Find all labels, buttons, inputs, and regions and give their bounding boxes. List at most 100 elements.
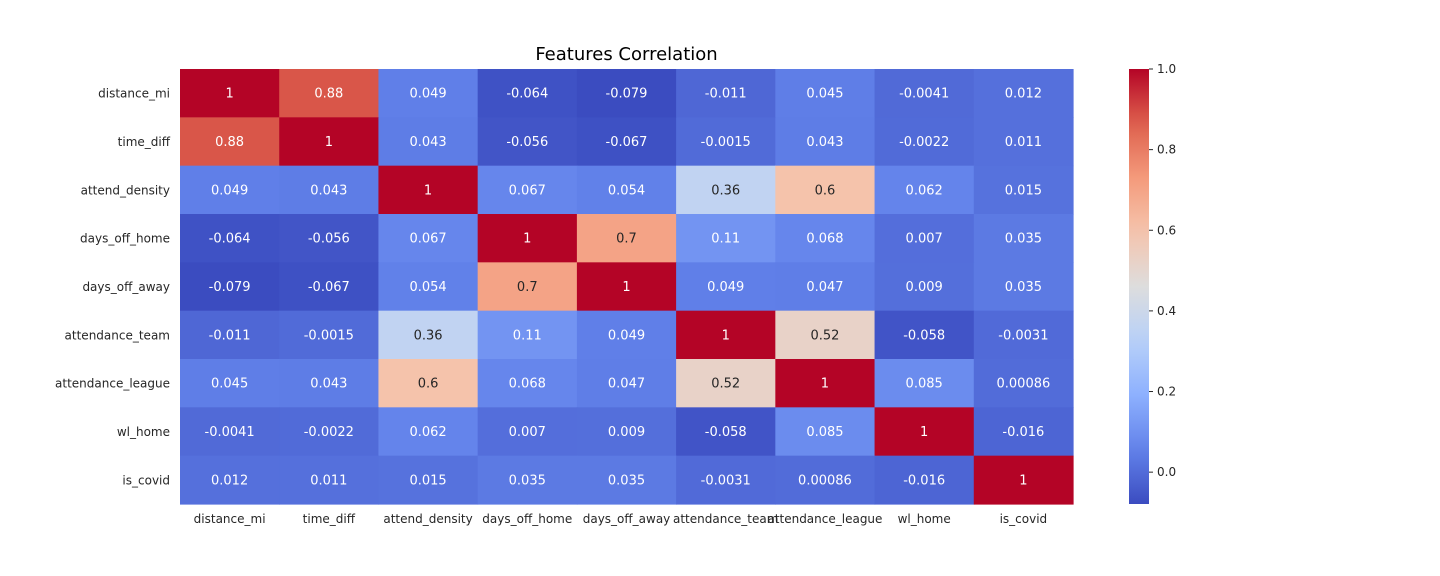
heatmap-cell xyxy=(378,69,479,118)
cell-value-label: 0.045 xyxy=(806,87,843,102)
x-tick-label: is_covid xyxy=(1000,512,1048,526)
heatmap-cell xyxy=(180,262,280,312)
heatmap-cell xyxy=(279,359,380,408)
cell-value-label: -0.0015 xyxy=(701,135,751,150)
heatmap-cell xyxy=(973,407,1074,457)
heatmap-cell xyxy=(973,165,1074,215)
heatmap-cell xyxy=(973,117,1074,167)
cell-value-label: 0.067 xyxy=(509,183,546,198)
cell-value-label: -0.0031 xyxy=(998,328,1048,343)
x-tick-label: attendance_league xyxy=(767,512,882,526)
heatmap-cells: 1 0.88 0.049 -0.064 -0.079 -0.011 0.045 -0.0041… xyxy=(180,69,1074,505)
cell-value-label: 1 xyxy=(821,377,829,392)
cell-value-label: 0.011 xyxy=(310,473,347,488)
cell-value-label: 0.049 xyxy=(707,280,744,295)
cell-value-label: 0.52 xyxy=(711,377,740,392)
cell-value-label: 0.035 xyxy=(1005,232,1042,247)
x-tick-label: attendance_team xyxy=(673,512,778,526)
heatmap-cell xyxy=(180,69,280,118)
x-tick-label: attend_density xyxy=(383,512,472,526)
y-tick-label: wl_home xyxy=(117,425,170,439)
cell-value-label: -0.056 xyxy=(506,135,548,150)
heatmap-cell xyxy=(477,407,578,457)
cell-value-label: 1 xyxy=(722,328,730,343)
heatmap-cell xyxy=(378,214,479,263)
y-tick-label: attendance_league xyxy=(55,377,170,391)
x-tick-label: days_off_away xyxy=(583,512,671,526)
heatmap-cell xyxy=(874,455,975,505)
cell-value-label: 0.043 xyxy=(409,135,446,150)
cell-value-label: 1 xyxy=(424,183,432,198)
cell-value-label: 1 xyxy=(523,232,531,247)
heatmap-cell xyxy=(874,359,975,408)
y-tick-label: is_covid xyxy=(122,473,170,487)
cell-value-label: 0.049 xyxy=(211,183,248,198)
heatmap-cell xyxy=(576,407,677,457)
cell-value-label: 0.6 xyxy=(815,183,836,198)
cell-value-label: 0.062 xyxy=(409,425,446,440)
cell-value-label: -0.067 xyxy=(606,135,648,150)
heatmap-cell xyxy=(973,262,1074,312)
colorbar-tick-label: 0.2 xyxy=(1157,385,1176,399)
cell-value-label: 0.043 xyxy=(806,135,843,150)
x-tick-label: time_diff xyxy=(303,512,356,526)
heatmap-cell xyxy=(180,407,280,457)
heatmap-cell xyxy=(676,310,776,360)
cell-value-label: -0.058 xyxy=(705,425,747,440)
x-tick-labels: distance_mi time_diff attend_density days_o… xyxy=(194,512,1048,526)
cell-value-label: 0.054 xyxy=(608,183,645,198)
heatmap-cell xyxy=(279,262,380,312)
cell-value-label: 0.068 xyxy=(806,232,843,247)
cell-value-label: -0.0041 xyxy=(205,425,255,440)
cell-value-label: 1 xyxy=(1019,473,1027,488)
colorbar-tick-label: 0.0 xyxy=(1157,465,1176,479)
heatmap-cell xyxy=(676,165,776,215)
heatmap-cell xyxy=(775,262,876,312)
colorbar: 0.0 0.2 0.4 0.6 0.8 1.0 xyxy=(1129,62,1176,504)
heatmap-cell xyxy=(973,310,1074,360)
cell-value-label: -0.0022 xyxy=(899,135,949,150)
cell-value-label: -0.0015 xyxy=(304,328,354,343)
heatmap-cell xyxy=(874,262,975,312)
cell-value-label: -0.079 xyxy=(209,280,251,295)
y-tick-label: time_diff xyxy=(118,135,171,149)
cell-value-label: -0.056 xyxy=(308,232,350,247)
heatmap-cell xyxy=(180,455,280,505)
heatmap-cell xyxy=(576,359,677,408)
heatmap-cell xyxy=(676,214,776,263)
heatmap-cell xyxy=(378,359,479,408)
heatmap-cell xyxy=(279,455,380,505)
cell-value-label: 0.062 xyxy=(906,183,943,198)
cell-value-label: 0.045 xyxy=(211,377,248,392)
heatmap-cell xyxy=(576,214,677,263)
cell-value-label: 0.012 xyxy=(211,473,248,488)
cell-value-label: 0.085 xyxy=(906,377,943,392)
y-tick-label: days_off_away xyxy=(82,280,170,294)
heatmap-cell xyxy=(180,310,280,360)
cell-value-label: 0.36 xyxy=(414,328,443,343)
cell-value-label: 0.049 xyxy=(409,87,446,102)
x-tick-label: distance_mi xyxy=(194,512,266,526)
heatmap-cell xyxy=(477,310,578,360)
heatmap-cell xyxy=(775,455,876,505)
cell-value-label: 0.043 xyxy=(310,377,347,392)
cell-value-label: 0.068 xyxy=(509,377,546,392)
cell-value-label: 0.047 xyxy=(806,280,843,295)
heatmap-cell xyxy=(378,117,479,167)
colorbar-tick-label: 0.4 xyxy=(1157,304,1176,318)
heatmap-cell xyxy=(676,262,776,312)
heatmap-cell xyxy=(874,165,975,215)
cell-value-label: 0.36 xyxy=(711,183,740,198)
cell-value-label: 0.00086 xyxy=(798,473,852,488)
cell-value-label: -0.064 xyxy=(209,232,251,247)
cell-value-label: 0.035 xyxy=(608,473,645,488)
cell-value-label: 0.009 xyxy=(608,425,645,440)
cell-value-label: 0.11 xyxy=(711,232,740,247)
colorbar-tick-label: 1.0 xyxy=(1157,62,1176,76)
heatmap-cell xyxy=(874,310,975,360)
heatmap-cell xyxy=(676,455,776,505)
cell-value-label: -0.0031 xyxy=(701,473,751,488)
cell-value-label: 0.054 xyxy=(409,280,446,295)
cell-value-label: 0.88 xyxy=(215,135,244,150)
heatmap-cell xyxy=(279,117,380,167)
